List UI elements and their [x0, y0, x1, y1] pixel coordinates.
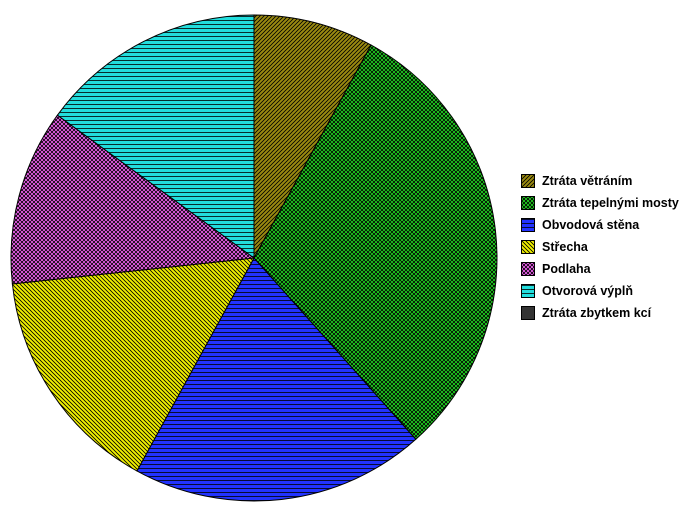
legend-item: Podlaha	[521, 258, 689, 280]
legend-item: Ztráta větráním	[521, 170, 689, 192]
legend-item: Otvorová výplň	[521, 280, 689, 302]
legend-swatch	[521, 284, 535, 298]
legend-swatch	[521, 218, 535, 232]
legend-label: Střecha	[542, 240, 588, 254]
legend-label: Obvodová stěna	[542, 218, 640, 232]
legend-swatch	[521, 174, 535, 188]
pie-slice-2	[136, 257, 417, 502]
pie-slices	[10, 14, 498, 502]
legend-item: Ztráta zbytkem kcí	[521, 302, 689, 324]
legend-label: Ztráta tepelnými mosty	[542, 196, 679, 210]
pie-slice-5	[56, 14, 255, 259]
legend-label: Ztráta zbytkem kcí	[542, 306, 652, 320]
legend-label: Otvorová výplň	[542, 284, 633, 298]
legend-item: Ztráta tepelnými mosty	[521, 192, 689, 214]
pie-slice-4	[10, 114, 256, 285]
legend-item: Obvodová stěna	[521, 214, 689, 236]
legend-swatch	[521, 196, 535, 210]
pie-slice-1	[253, 44, 498, 440]
legend-item: Střecha	[521, 236, 689, 258]
legend-swatch	[521, 240, 535, 254]
legend-label: Ztráta větráním	[542, 174, 633, 188]
pie-slice-3	[11, 257, 255, 472]
legend-swatch	[521, 306, 535, 320]
pie-slice-0	[253, 14, 372, 259]
legend-swatch	[521, 262, 535, 276]
legend-label: Podlaha	[542, 262, 591, 276]
legend: Ztráta větráním Ztráta tepelnými mosty Obv…	[521, 170, 689, 324]
